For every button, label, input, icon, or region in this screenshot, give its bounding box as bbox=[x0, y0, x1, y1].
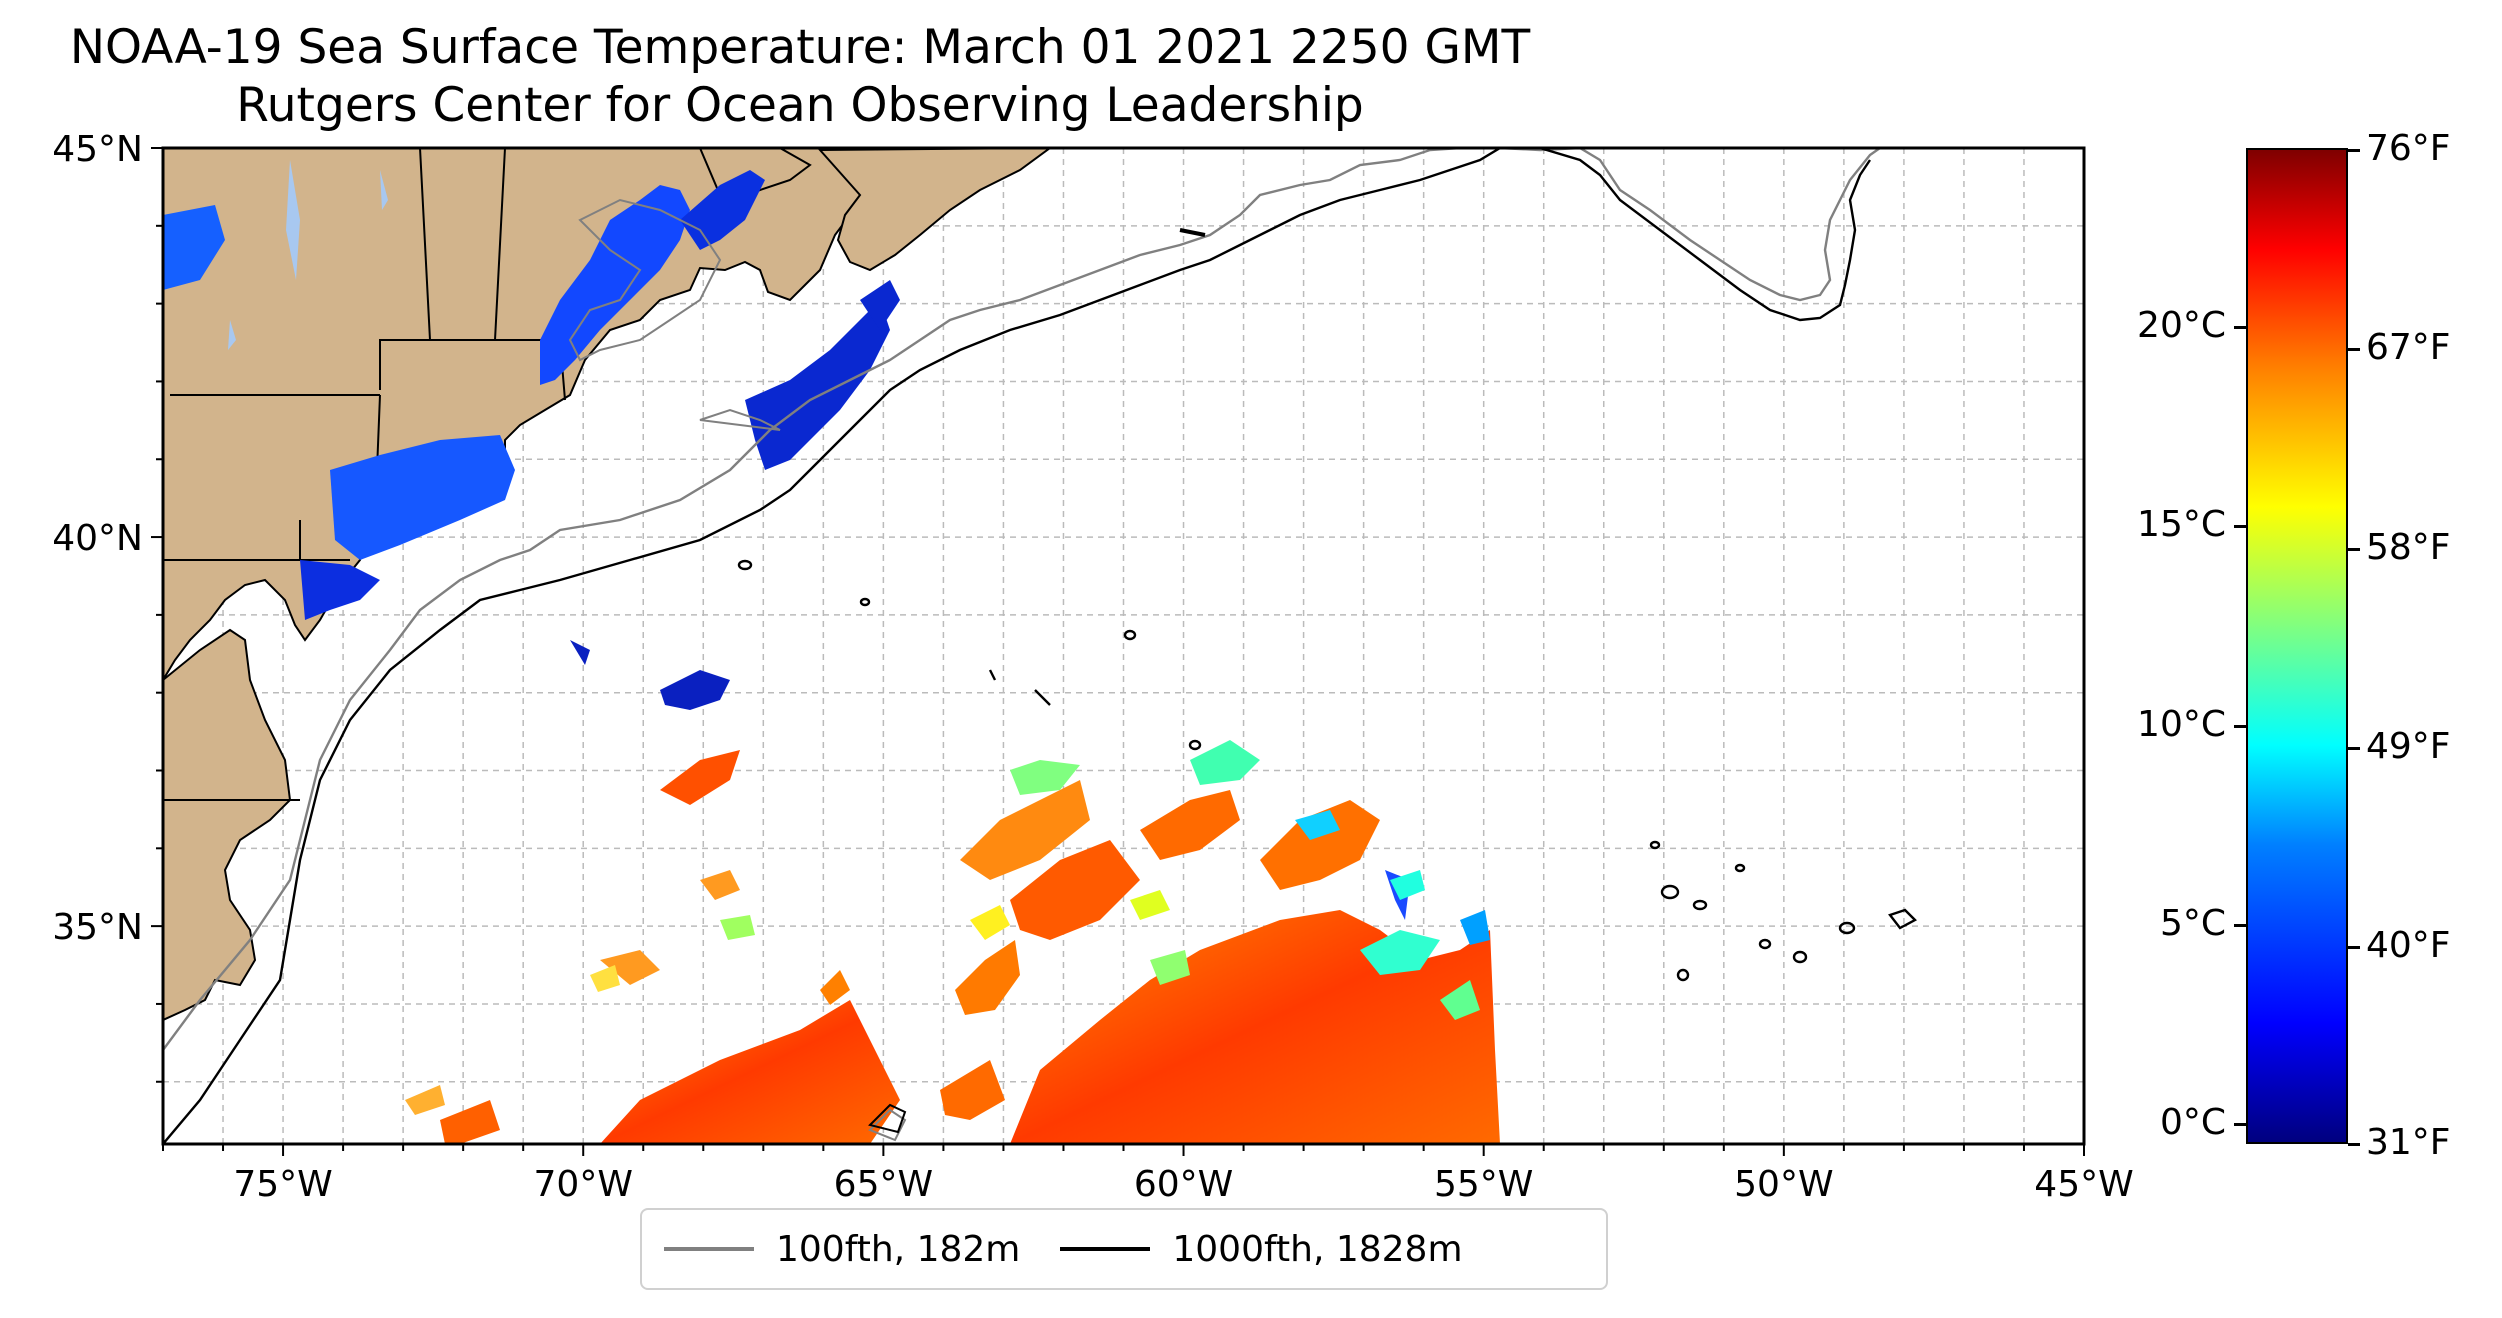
lat-tick-label: 35°N bbox=[52, 907, 143, 948]
colorbar-fahrenheit-label: 31°F bbox=[2366, 1122, 2451, 1163]
colorbar-fahrenheit-label: 40°F bbox=[2366, 925, 2451, 966]
map-axes: 75°W 70°W 65°W 60°W 55°W 50°W 45°W 45°N 40°N 35°N bbox=[52, 129, 2133, 1200]
lat-tick-label: 45°N bbox=[52, 129, 143, 170]
lon-tick-label: 60°W bbox=[1134, 1164, 1233, 1200]
map-subtitle: Rutgers Center for Ocean Observing Leade… bbox=[236, 78, 1364, 133]
lakes bbox=[228, 160, 388, 350]
sst-map: 75°W 70°W 65°W 60°W 55°W 50°W 45°W 45°N 40°N 35°N bbox=[52, 129, 2133, 1200]
colorbar-fahrenheit-label: 67°F bbox=[2366, 327, 2451, 369]
lon-tick-label: 75°W bbox=[233, 1164, 332, 1200]
lon-tick-label: 50°W bbox=[1734, 1164, 1833, 1200]
lon-tick-label: 70°W bbox=[534, 1164, 633, 1200]
colorbar-fahrenheit-tick bbox=[2348, 348, 2360, 352]
legend-label-100fth: 100fth, 182m bbox=[776, 1228, 1021, 1270]
lat-tick-label: 40°N bbox=[52, 518, 143, 559]
colorbar-celsius-tick bbox=[2234, 326, 2246, 330]
land bbox=[163, 148, 1052, 1022]
legend-swatch-100fth bbox=[664, 1247, 754, 1251]
legend-item-1000fth: 1000fth, 1828m bbox=[1060, 1228, 1463, 1270]
colorbar-celsius-tick bbox=[2234, 1123, 2246, 1127]
map-title: NOAA-19 Sea Surface Temperature: March 0… bbox=[69, 20, 1531, 75]
lon-tick-label: 45°W bbox=[2034, 1164, 2133, 1200]
colorbar-fahrenheit-tick bbox=[2348, 946, 2360, 949]
colorbar-celsius-tick bbox=[2234, 525, 2246, 529]
colorbar-fahrenheit-tick bbox=[2348, 746, 2360, 750]
colorbar-fahrenheit-tick bbox=[2348, 149, 2360, 153]
lon-tick-label: 55°W bbox=[1434, 1164, 1533, 1200]
colorbar-fahrenheit-label: 49°F bbox=[2366, 725, 2451, 767]
sst-cold-nearshore bbox=[163, 170, 1410, 920]
colorbar-celsius-label: 20°C bbox=[2137, 305, 2226, 347]
colorbar-celsius-tick bbox=[2234, 724, 2246, 728]
colorbar-celsius-tick bbox=[2234, 923, 2246, 927]
colorbar-celsius-label: 0°C bbox=[2159, 1102, 2226, 1144]
colorbar-fahrenheit-tick bbox=[2348, 547, 2360, 551]
colorbar-celsius-label: 10°C bbox=[2137, 703, 2226, 745]
colorbar-celsius-label: 15°C bbox=[2137, 504, 2226, 546]
isobath-100fth bbox=[163, 148, 1881, 1142]
sst-cool-offshore bbox=[590, 740, 1490, 1020]
isobath-legend: 100fth, 182m 1000fth, 1828m bbox=[640, 1208, 1608, 1290]
colorbar-fahrenheit-label: 76°F bbox=[2366, 128, 2451, 170]
colorbar-fahrenheit-tick bbox=[2348, 1143, 2360, 1146]
colorbar bbox=[2246, 148, 2348, 1144]
legend-item-100fth: 100fth, 182m bbox=[664, 1229, 1020, 1270]
legend-label-1000fth: 1000fth, 1828m bbox=[1172, 1228, 1463, 1270]
isobath-1000fth bbox=[163, 148, 1917, 1144]
colorbar-fahrenheit-label: 58°F bbox=[2366, 526, 2451, 568]
legend-swatch-1000fth bbox=[1060, 1247, 1151, 1251]
lon-tick-label: 65°W bbox=[834, 1164, 933, 1200]
colorbar-celsius-label: 5°C bbox=[2159, 902, 2226, 944]
